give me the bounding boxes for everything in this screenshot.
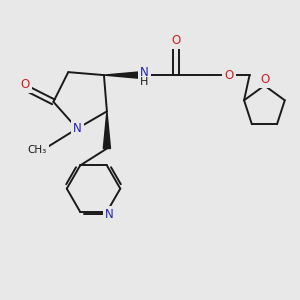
Text: N: N	[140, 66, 148, 79]
Polygon shape	[104, 72, 140, 78]
Text: O: O	[172, 34, 181, 46]
Text: CH₃: CH₃	[27, 145, 47, 155]
Text: N: N	[73, 122, 82, 135]
Text: O: O	[260, 73, 270, 86]
Text: O: O	[224, 69, 233, 82]
Text: O: O	[20, 78, 30, 91]
Text: N: N	[105, 208, 114, 221]
Polygon shape	[103, 111, 110, 148]
Text: H: H	[140, 76, 148, 87]
